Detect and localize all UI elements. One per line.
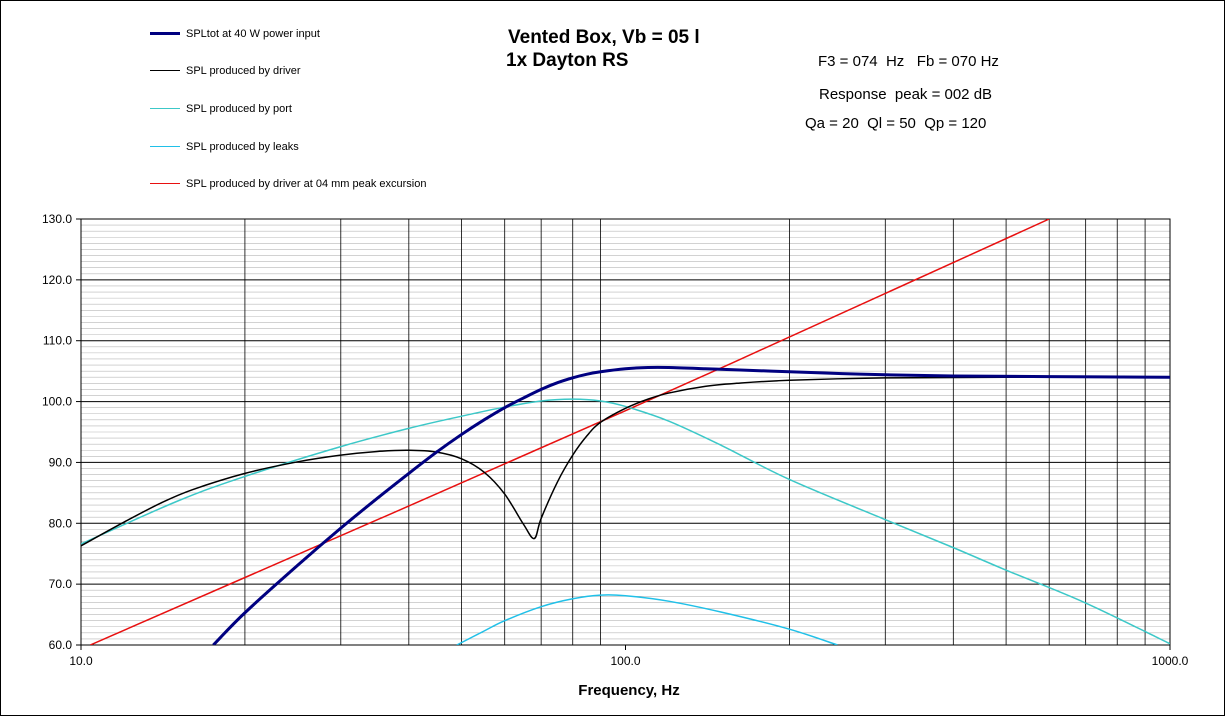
chart-title-line1: Vented Box, Vb = 05 l <box>508 27 700 48</box>
series-line-excursion <box>89 219 1050 645</box>
legend-swatch <box>150 183 180 184</box>
y-tick-label: 120.0 <box>42 273 72 287</box>
legend-swatch <box>150 146 180 147</box>
y-tick-label: 80.0 <box>49 516 73 530</box>
series-line-driver <box>81 376 1170 547</box>
info-f3-fb: F3 = 074 Hz Fb = 070 Hz <box>818 53 999 70</box>
y-tick-label: 70.0 <box>49 577 73 591</box>
x-tick-label: 1000.0 <box>1152 654 1189 668</box>
legend-swatch <box>150 108 180 109</box>
y-tick-label: 60.0 <box>49 638 73 652</box>
legend-swatch <box>150 70 180 71</box>
x-tick-label: 100.0 <box>610 654 640 668</box>
y-tick-label: 130.0 <box>42 212 72 226</box>
x-tick-label: 10.0 <box>69 654 93 668</box>
y-tick-label: 90.0 <box>49 455 73 469</box>
legend-label: SPL produced by port <box>186 103 292 115</box>
legend-label: SPL produced by leaks <box>186 141 299 153</box>
chart-title-line2: 1x Dayton RS <box>506 50 629 71</box>
y-tick-label: 110.0 <box>43 334 72 348</box>
legend-swatch <box>150 32 180 35</box>
legend-label: SPL produced by driver <box>186 65 301 77</box>
legend-label: SPLtot at 40 W power input <box>186 28 320 40</box>
series-line-spltot <box>212 365 1170 645</box>
y-tick-label: 100.0 <box>42 395 72 409</box>
legend-label: SPL produced by driver at 04 mm peak exc… <box>186 178 427 190</box>
series-line-port <box>81 398 1170 645</box>
info-q-values: Qa = 20 Ql = 50 Qp = 120 <box>805 115 987 132</box>
grid <box>76 218 1171 650</box>
x-axis-label: Frequency, Hz <box>578 682 680 699</box>
series-line-leaks <box>456 594 838 645</box>
info-response-peak: Response peak = 002 dB <box>819 86 993 103</box>
series-group <box>81 219 1170 645</box>
